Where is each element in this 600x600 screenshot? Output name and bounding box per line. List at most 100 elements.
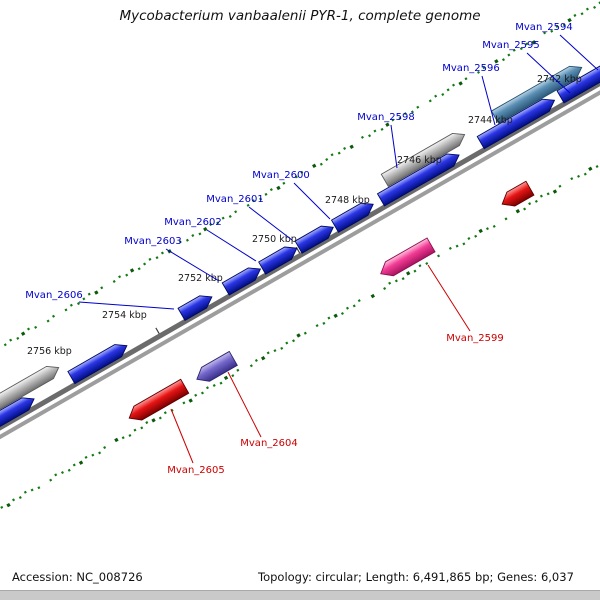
gene-arrow-Mvan_2603[interactable] xyxy=(221,263,264,296)
gene-arrow[interactable] xyxy=(498,180,535,211)
gene-arrow-Mvan_2598[interactable] xyxy=(380,128,468,188)
density-dot xyxy=(198,232,202,236)
density-dot xyxy=(573,13,577,17)
density-dot xyxy=(467,237,471,241)
gene-arrow-Mvan_2606[interactable] xyxy=(177,291,215,322)
gene-label-Mvan_2601[interactable]: Mvan_2601 xyxy=(206,194,263,205)
density-dot xyxy=(583,172,587,176)
gene-label-Mvan_2599[interactable]: Mvan_2599 xyxy=(446,333,503,344)
gene-arrow-Mvan_2600[interactable] xyxy=(330,198,377,233)
density-dot xyxy=(494,59,499,64)
density-dot xyxy=(280,346,284,350)
gene-label-Mvan_2598[interactable]: Mvan_2598 xyxy=(357,112,414,123)
gene-label-Mvan_2605[interactable]: Mvan_2605 xyxy=(167,465,224,476)
density-dot xyxy=(205,386,209,390)
density-dot xyxy=(121,436,125,440)
density-dot xyxy=(327,316,331,320)
density-dot xyxy=(319,162,323,166)
density-dot xyxy=(370,293,375,299)
density-dot xyxy=(585,7,589,11)
density-dot xyxy=(103,446,107,450)
density-dot xyxy=(434,94,438,98)
gene-arrow[interactable] xyxy=(0,393,38,441)
density-dot xyxy=(507,53,511,57)
gene-label-Mvan_2604[interactable]: Mvan_2604 xyxy=(240,438,297,449)
density-dot xyxy=(464,77,468,81)
density-dot xyxy=(216,221,220,225)
density-dot xyxy=(12,498,16,502)
density-dot xyxy=(391,118,395,122)
gene-arrow-Mvan_2602[interactable] xyxy=(258,242,301,275)
density-dot xyxy=(360,135,364,139)
density-dot xyxy=(425,262,429,266)
backbone-line-inner xyxy=(0,0,600,517)
density-dot xyxy=(236,368,240,372)
gene-label-Mvan_2600[interactable]: Mvan_2600 xyxy=(252,170,309,181)
density-dot xyxy=(112,279,116,283)
density-dot xyxy=(349,144,354,149)
density-dot xyxy=(303,331,307,335)
gene-label-Mvan_2596[interactable]: Mvan_2596 xyxy=(442,63,499,74)
density-dot xyxy=(528,202,532,206)
density-dot xyxy=(325,157,329,162)
density-dot xyxy=(37,486,41,490)
gene-label-Mvan_2602[interactable]: Mvan_2602 xyxy=(164,217,221,228)
gene-arrow-Mvan_2595[interactable] xyxy=(490,61,585,124)
density-dot xyxy=(72,463,76,467)
density-dot xyxy=(185,238,189,242)
gene-arrow[interactable] xyxy=(376,149,463,207)
density-dot xyxy=(60,471,64,475)
gene-arrow[interactable] xyxy=(0,361,62,412)
density-dot xyxy=(410,110,414,114)
gene-arrow-Mvan_2599[interactable] xyxy=(377,237,436,281)
density-dot xyxy=(3,343,7,347)
density-dot xyxy=(330,153,334,157)
density-dot xyxy=(595,165,599,169)
density-dot xyxy=(54,473,58,477)
density-dot xyxy=(151,418,156,423)
gene-arrow[interactable] xyxy=(67,340,130,385)
label-leader-line xyxy=(170,408,194,464)
gene-label-Mvan_2606[interactable]: Mvan_2606 xyxy=(25,290,82,301)
density-dot xyxy=(501,58,505,62)
density-dot xyxy=(558,184,562,188)
gene-arrow-Mvan_2605[interactable] xyxy=(125,378,190,425)
density-dot xyxy=(155,256,159,260)
density-dot xyxy=(231,374,235,378)
accession-text: Accession: NC_008726 xyxy=(12,570,143,584)
gene-label-Mvan_2595[interactable]: Mvan_2595 xyxy=(482,40,539,51)
density-dot xyxy=(0,505,4,509)
density-dot xyxy=(200,391,204,395)
gene-label-Mvan_2594[interactable]: Mvan_2594 xyxy=(515,22,572,33)
density-dot xyxy=(296,333,301,338)
backbone-line-outer xyxy=(0,0,600,511)
gene-arrow-Mvan_2596[interactable] xyxy=(476,94,558,150)
gene-arrow-Mvan_2594[interactable] xyxy=(556,59,600,104)
ruler-label: 2750 kbp xyxy=(252,234,297,245)
density-dot xyxy=(23,490,27,494)
density-dot xyxy=(114,437,119,443)
density-dot xyxy=(504,217,508,221)
label-leader-line xyxy=(165,248,220,282)
ruler-label: 2754 kbp xyxy=(102,310,147,321)
density-dot xyxy=(448,246,452,250)
density-dot xyxy=(34,325,38,329)
density-dot xyxy=(182,401,186,405)
density-dot xyxy=(128,433,132,437)
density-dot xyxy=(418,264,422,268)
density-dot xyxy=(137,267,141,271)
page-title: Mycobacterium vanbaalenii PYR-1, complet… xyxy=(119,8,481,24)
density-dot xyxy=(254,358,258,362)
density-dot xyxy=(570,177,574,181)
ruler-label: 2746 kbp xyxy=(397,155,442,166)
density-dot xyxy=(266,351,270,355)
density-dot xyxy=(539,194,543,198)
density-dot xyxy=(259,197,263,201)
density-dot xyxy=(20,331,26,336)
gene-arrow-Mvan_2601[interactable] xyxy=(294,221,337,254)
gene-arrow-Mvan_2604[interactable] xyxy=(193,350,238,386)
density-dot xyxy=(51,314,56,318)
gene-label-Mvan_2603[interactable]: Mvan_2603 xyxy=(124,236,181,247)
density-dot xyxy=(125,273,129,277)
